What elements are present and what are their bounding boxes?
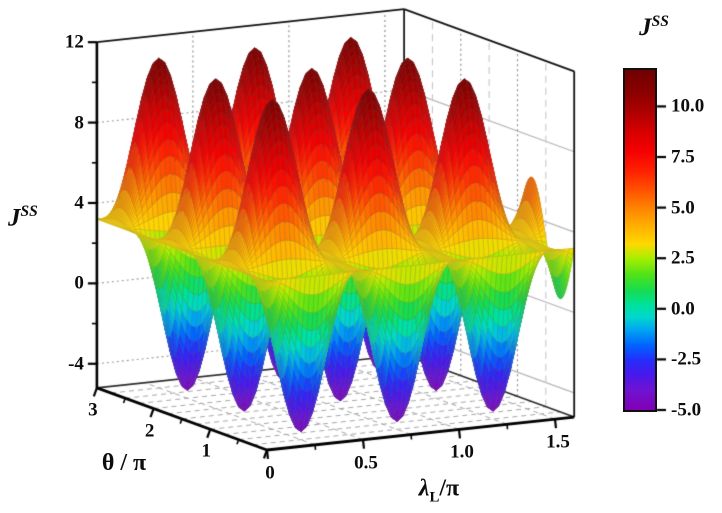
z-axis-tick-label: 4 bbox=[74, 192, 84, 214]
z-axis-tick-label: 12 bbox=[64, 31, 84, 53]
z-axis-tick-label: 8 bbox=[74, 112, 84, 134]
colorbar-tick-label: -5.0 bbox=[671, 399, 702, 421]
colorbar-tick-label: 2.5 bbox=[671, 247, 695, 269]
z-axis-title: JSS bbox=[8, 203, 38, 232]
y-axis-tick-label: 1 bbox=[201, 440, 212, 462]
colorbar-tick-label: 7.5 bbox=[671, 146, 695, 168]
z-axis-tick-label: -4 bbox=[68, 353, 84, 375]
y-axis-tick-label: 3 bbox=[88, 399, 98, 421]
colorbar-tick-label: -2.5 bbox=[671, 348, 702, 370]
colorbar-tick-label: 5.0 bbox=[671, 197, 695, 219]
z-axis-tick-label: 0 bbox=[74, 272, 84, 294]
colorbar-title: JSS bbox=[639, 12, 669, 42]
x-axis-tick-label: 1.0 bbox=[450, 441, 474, 463]
x-axis-title: λL/π bbox=[418, 475, 460, 506]
y-axis-tick-label: 2 bbox=[144, 420, 155, 442]
y-axis-title: θ / π bbox=[101, 450, 147, 476]
x-axis-tick-label: 0 bbox=[265, 462, 275, 484]
colorbar-tick-label: 10.0 bbox=[671, 95, 705, 117]
x-axis-tick-label: 0.5 bbox=[354, 452, 378, 474]
x-axis-tick-label: 1.5 bbox=[546, 431, 570, 453]
colorbar-tick-label: 0.0 bbox=[671, 298, 695, 320]
colorbar-gradient bbox=[623, 68, 657, 412]
